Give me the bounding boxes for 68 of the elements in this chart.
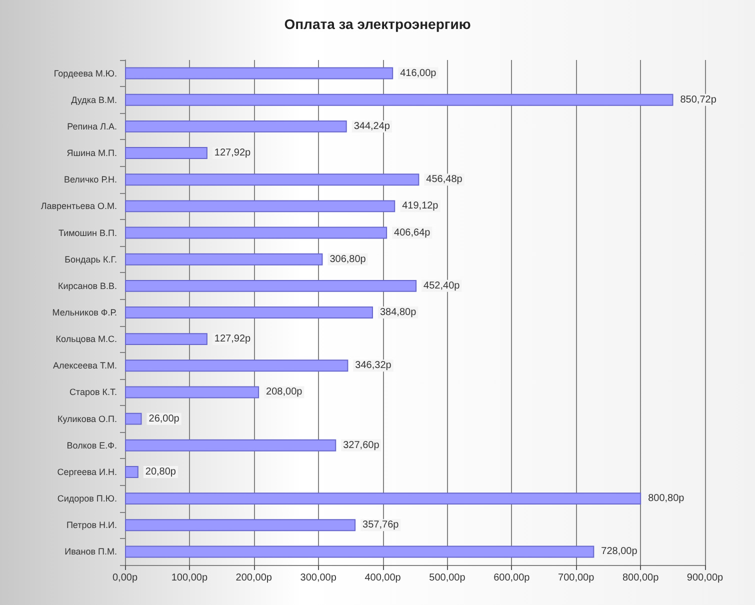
- y-tick-label: Сергеева И.Н.: [57, 466, 117, 477]
- data-label: 416,00р: [400, 68, 437, 79]
- bar: [125, 466, 138, 478]
- y-tick-label: Величко Р.Н.: [64, 174, 117, 185]
- data-label: 384,80р: [380, 307, 417, 318]
- y-tick-label: Кольцова М.С.: [56, 334, 117, 344]
- x-tick-label: 200,00р: [236, 572, 272, 584]
- y-tick-label: Кирсанов В.В.: [58, 280, 117, 291]
- x-tick-label: 300,00р: [300, 572, 337, 584]
- data-label: 357,76р: [362, 520, 400, 531]
- x-tick-label: 100,00р: [171, 572, 208, 584]
- data-label: 728,00р: [601, 546, 638, 558]
- bar: [125, 200, 396, 212]
- x-tick-label: 500,00р: [429, 572, 466, 584]
- bar: [125, 253, 323, 266]
- data-label: 346,32р: [355, 360, 392, 372]
- y-tick-label: Петров Н.И.: [66, 520, 117, 530]
- data-label: 850,72р: [680, 94, 717, 106]
- data-label: 406,64р: [394, 227, 431, 238]
- y-tick-label: Мельников Ф.Р.: [52, 308, 117, 318]
- y-tick-label: Волков Е.Ф.: [66, 440, 117, 450]
- chart-title: Оплата за электроэнергию: [284, 16, 471, 32]
- data-label: 344,24р: [354, 120, 390, 132]
- y-tick-label: Куликова О.П.: [57, 414, 117, 424]
- x-tick-label: 400,00р: [364, 572, 402, 584]
- y-tick-label: Дудка В.М.: [71, 94, 117, 105]
- bar: [125, 439, 336, 452]
- bar: [125, 360, 348, 372]
- data-label: 456,48р: [426, 174, 463, 186]
- y-tick-label: Яшина М.П.: [66, 148, 117, 158]
- x-tick-label: 900,00р: [686, 572, 724, 584]
- x-tick-label: 600,00р: [494, 572, 530, 584]
- bar: [125, 519, 356, 532]
- data-label: 452,40р: [424, 280, 460, 292]
- data-label: 20,80р: [145, 466, 176, 478]
- bar: [125, 147, 208, 160]
- y-tick-label: Алексеева Т.М.: [53, 360, 117, 371]
- bar: [125, 67, 394, 80]
- bar: [125, 492, 642, 505]
- bar: [125, 333, 208, 346]
- data-label: 127,92р: [214, 148, 252, 159]
- y-tick-label: Иванов П.М.: [64, 546, 117, 557]
- data-label: 306,80р: [330, 254, 366, 265]
- y-tick-label: Тимошин В.П.: [58, 228, 117, 238]
- data-label: 127,92р: [214, 334, 252, 345]
- y-tick-label: Лаврентьева О.М.: [40, 201, 117, 212]
- data-label: 800,80р: [648, 493, 685, 504]
- bar: [125, 306, 373, 318]
- data-label: 327,60р: [343, 440, 380, 451]
- bar: [125, 412, 142, 425]
- y-tick-label: Гордеева М.Ю.: [54, 68, 117, 78]
- x-tick-label: 800,00р: [622, 572, 660, 584]
- bar: [125, 94, 674, 106]
- y-tick-label: Сидоров П.Ю.: [57, 494, 117, 504]
- bar: [125, 546, 594, 558]
- data-label: 208,00р: [266, 386, 303, 398]
- data-label: 26,00р: [148, 413, 180, 424]
- y-tick-label: Бондарь К.Г.: [64, 254, 117, 264]
- bar: [125, 280, 417, 292]
- x-tick-label: 0,00р: [112, 572, 138, 584]
- bar: [125, 120, 347, 132]
- data-label: 419,12р: [402, 200, 439, 212]
- bar: [125, 386, 260, 398]
- y-tick-label: Репина Л.А.: [67, 121, 117, 132]
- bar: [125, 226, 388, 239]
- bar: [125, 174, 420, 186]
- y-tick-label: Старов К.Т.: [69, 387, 117, 398]
- x-tick-label: 700,00р: [558, 572, 595, 584]
